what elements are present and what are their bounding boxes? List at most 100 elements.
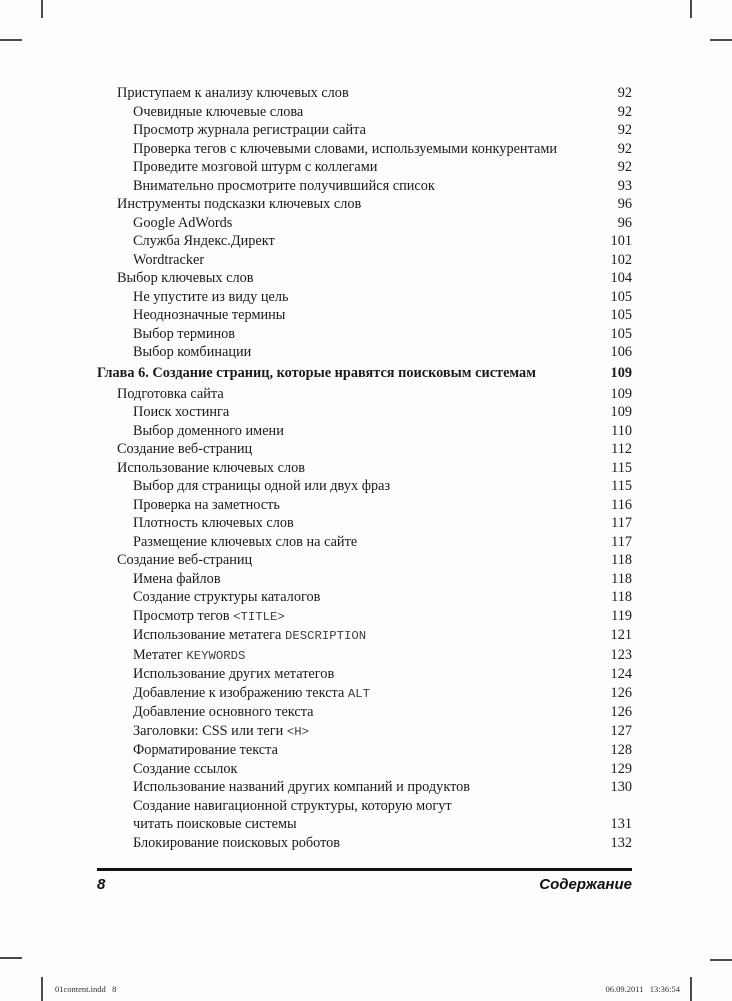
toc-entry-page-number: 131 <box>610 816 632 832</box>
toc-entry: Использование ключевых слов 115 <box>97 459 632 478</box>
toc-entry-page-number: 119 <box>611 607 632 624</box>
toc-entry: Заголовки: CSS или теги <H> 127 <box>97 722 632 742</box>
toc-entry-text-fragment: Добавление к изображению текста <box>133 684 348 701</box>
toc-entry: Google AdWords 96 <box>97 214 632 233</box>
toc-entry-title: Метатег KEYWORDS <box>97 646 602 666</box>
toc-entry-text-fragment: Использование других метатегов <box>133 666 335 682</box>
toc-entry-title: Wordtracker <box>97 251 602 270</box>
toc-entry: Инструменты подсказки ключевых слов 96 <box>97 195 632 214</box>
table-of-contents: Приступаем к анализу ключевых слов 92 Очев… <box>97 84 632 852</box>
toc-entry-title: Выбор ключевых слов <box>97 269 602 288</box>
footer-page-number: 8 <box>97 876 106 893</box>
toc-entry-text-fragment: Плотность ключевых слов <box>133 515 294 531</box>
toc-entry-text-fragment: Выбор ключевых слов <box>117 270 254 286</box>
toc-entry-title: Служба Яндекс.Директ <box>97 232 602 251</box>
toc-entry: Создание веб-страниц 118 <box>97 551 632 570</box>
toc-entry-page-number: 123 <box>610 646 632 663</box>
toc-entry-text-fragment: Служба Яндекс.Директ <box>133 233 275 249</box>
toc-entry: Просмотр журнала регистрации сайта 92 <box>97 121 632 140</box>
toc-entry-title: Выбор комбинации <box>97 343 602 362</box>
toc-entry-title: Подготовка сайта <box>97 385 602 404</box>
toc-entry-title: Использование других метатегов <box>97 665 602 684</box>
crop-mark-bottom-right-horizontal <box>710 959 732 961</box>
toc-entry-code-fragment: <H> <box>286 724 309 739</box>
footer-section-title: Содержание <box>539 876 632 893</box>
toc-entry-page-number: 118 <box>611 570 632 587</box>
toc-entry-title: Выбор доменного имени <box>97 422 602 441</box>
toc-entry-text-fragment: Подготовка сайта <box>117 385 224 402</box>
toc-entry: Приступаем к анализу ключевых слов 92 <box>97 84 632 103</box>
toc-entry: Проверка тегов с ключевыми словами, испо… <box>97 140 632 159</box>
toc-entry-text-fragment: Просмотр журнала регистрации сайта <box>133 122 366 138</box>
toc-entry-text-fragment: Создание веб-страниц <box>117 441 253 457</box>
toc-entry: Выбор доменного имени 110 <box>97 422 632 441</box>
toc-entry-page-number: 92 <box>617 140 632 157</box>
toc-entry-text-fragment: Создание навигационной структуры, котору… <box>133 797 452 814</box>
toc-entry-page-number: 118 <box>611 589 632 605</box>
toc-entry-page-number: 109 <box>610 385 632 402</box>
toc-entry-text-fragment: Очевидные ключевые слова <box>133 103 304 120</box>
toc-entry-page-number: 116 <box>611 496 632 513</box>
toc-entry-page-number: 106 <box>610 344 632 360</box>
toc-entry-page-number: 128 <box>610 742 632 758</box>
toc-entry-code-fragment: <TITLE> <box>233 609 285 624</box>
toc-entry: Создание навигационной структуры, котору… <box>97 797 632 816</box>
toc-entry-page-number: 110 <box>611 422 632 439</box>
toc-entry-code-fragment: KEYWORDS <box>186 648 246 663</box>
toc-entry: Подготовка сайта 109 <box>97 385 632 404</box>
toc-entry-page-number: 96 <box>617 214 632 231</box>
toc-entry-page-number: 93 <box>617 177 632 194</box>
toc-entry-page-number: 132 <box>610 834 632 851</box>
toc-entry-title: Использование ключевых слов <box>97 459 602 478</box>
toc-entry: Создание структуры каталогов 118 <box>97 588 632 607</box>
toc-entry-title: Внимательно просмотрите получившийся спи… <box>97 177 602 196</box>
toc-entry: Использование других метатегов 124 <box>97 665 632 684</box>
footer-rule <box>97 868 632 871</box>
toc-entry-page-number: 92 <box>617 122 632 138</box>
toc-entry: Проверка на заметность 116 <box>97 496 632 515</box>
toc-entry-title: Размещение ключевых слов на сайте <box>97 533 602 552</box>
toc-entry-text-fragment: Проверка тегов с ключевыми словами, испо… <box>133 140 558 157</box>
toc-entry: Служба Яндекс.Директ 101 <box>97 232 632 251</box>
toc-entry-page-number: 129 <box>610 760 632 777</box>
footer: 8 Содержание <box>97 876 632 893</box>
toc-entry: Добавление к изображению текста ALT 126 <box>97 684 632 704</box>
toc-entry-page-number: 127 <box>610 722 632 739</box>
toc-entry-title: Google AdWords <box>97 214 602 233</box>
toc-entry-title: Проверка тегов с ключевыми словами, испо… <box>97 140 602 159</box>
toc-entry: Создание ссылок 129 <box>97 760 632 779</box>
toc-entry: Создание веб-страниц 112 <box>97 440 632 459</box>
toc-entry-page-number: 124 <box>610 666 632 682</box>
toc-entry-page-number: 105 <box>610 288 632 305</box>
toc-entry-text-fragment: Использование метатега <box>133 627 285 643</box>
crop-mark-bottom-left-horizontal <box>0 957 22 959</box>
toc-entry: Имена файлов 118 <box>97 570 632 589</box>
toc-entry-text-fragment: Добавление основного текста <box>133 704 314 720</box>
toc-entry-code-fragment: DESCRIPTION <box>284 629 367 643</box>
toc-entry-title: Добавление основного текста <box>97 703 602 722</box>
crop-mark-top-right-horizontal <box>710 39 732 41</box>
toc-entry-page-number: 105 <box>610 325 632 342</box>
toc-entry-title: Создание веб-страниц <box>97 551 602 570</box>
toc-entry-page-number: 126 <box>610 704 632 720</box>
toc-entry-text-fragment: Выбор для страницы одной или двух фраз <box>133 478 391 494</box>
toc-entry-title: Инструменты подсказки ключевых слов <box>97 195 602 214</box>
toc-entry-page-number: 117 <box>611 515 632 531</box>
toc-entry-title: Приступаем к анализу ключевых слов <box>97 84 602 103</box>
toc-entry-page-number: 92 <box>617 159 632 175</box>
toc-entry-page-number: 96 <box>617 196 632 212</box>
toc-entry-title: Выбор для страницы одной или двух фраз <box>97 477 602 496</box>
toc-entry-title: Не упустите из виду цель <box>97 288 602 307</box>
toc-entry-text-fragment: Размещение ключевых слов на сайте <box>133 533 358 550</box>
toc-entry-text-fragment: Глава 6. Создание страниц, которые нравя… <box>97 364 536 381</box>
crop-mark-bottom-right-vertical <box>690 977 692 1001</box>
toc-entry-page-number: 121 <box>610 627 632 643</box>
toc-entry: Просмотр тегов <TITLE> 119 <box>97 607 632 627</box>
toc-entry-title: Добавление к изображению текста ALT <box>97 684 602 704</box>
toc-entry-text-fragment: Проведите мозговой штурм с коллегами <box>133 159 378 175</box>
toc-entry-title: Использование названий других компаний и… <box>97 778 602 797</box>
toc-entry-text-fragment: Создание веб-страниц <box>117 552 253 568</box>
toc-entry-text-fragment: Заголовки: CSS или теги <box>133 722 287 739</box>
toc-entry-page-number: 92 <box>617 103 632 120</box>
toc-entry-continuation: читать поисковые системы 131 <box>97 815 632 834</box>
